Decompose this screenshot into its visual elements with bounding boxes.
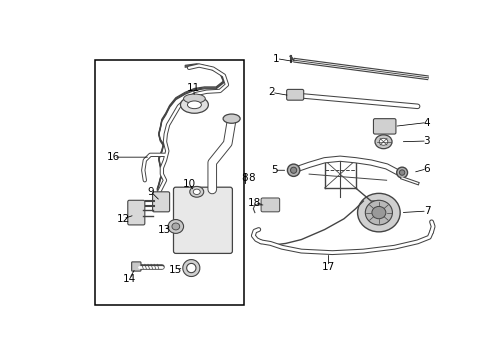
Text: 7: 7: [423, 206, 429, 216]
Ellipse shape: [187, 101, 201, 109]
FancyBboxPatch shape: [286, 89, 303, 100]
Ellipse shape: [172, 223, 179, 230]
Ellipse shape: [168, 220, 183, 233]
Text: 6: 6: [423, 164, 429, 174]
Ellipse shape: [357, 193, 399, 232]
Text: 15: 15: [169, 265, 182, 275]
Text: 8: 8: [248, 173, 255, 183]
Text: 11: 11: [186, 83, 200, 93]
Ellipse shape: [290, 167, 296, 173]
Ellipse shape: [287, 164, 299, 176]
FancyBboxPatch shape: [261, 198, 279, 212]
FancyBboxPatch shape: [173, 187, 232, 253]
Ellipse shape: [189, 186, 203, 197]
Ellipse shape: [223, 114, 240, 123]
Ellipse shape: [183, 94, 205, 103]
Text: 2: 2: [268, 87, 275, 98]
Text: 4: 4: [423, 117, 429, 127]
Text: 17: 17: [321, 261, 334, 271]
Text: 13: 13: [157, 225, 170, 235]
Text: 9: 9: [147, 187, 154, 197]
Text: 5: 5: [270, 165, 277, 175]
Ellipse shape: [396, 167, 407, 178]
Ellipse shape: [365, 200, 392, 225]
Text: 8: 8: [241, 173, 247, 183]
FancyBboxPatch shape: [131, 262, 141, 271]
Text: 14: 14: [122, 274, 136, 284]
FancyBboxPatch shape: [373, 119, 395, 134]
Bar: [95, 60, 244, 305]
Ellipse shape: [374, 135, 391, 149]
Text: 1: 1: [273, 54, 279, 64]
FancyBboxPatch shape: [127, 200, 144, 225]
Ellipse shape: [399, 170, 404, 175]
Text: 16: 16: [107, 152, 120, 162]
Text: 18: 18: [248, 198, 261, 208]
Ellipse shape: [180, 96, 208, 113]
Ellipse shape: [371, 206, 385, 219]
Text: 10: 10: [182, 179, 195, 189]
FancyBboxPatch shape: [152, 192, 169, 212]
Text: 12: 12: [116, 214, 129, 224]
Text: 3: 3: [423, 136, 429, 146]
Ellipse shape: [379, 138, 387, 145]
Ellipse shape: [193, 189, 200, 194]
